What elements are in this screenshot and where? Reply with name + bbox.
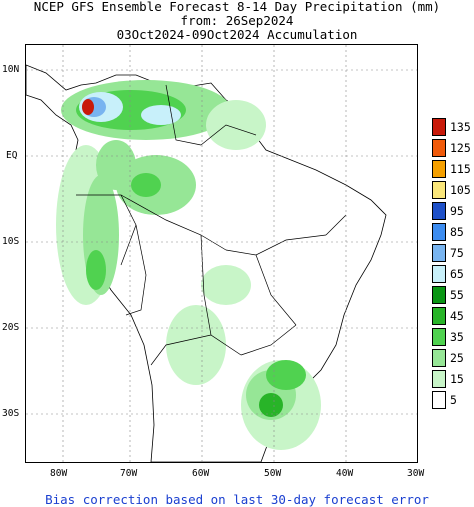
legend-swatch bbox=[432, 244, 446, 262]
legend-label: 15 bbox=[450, 372, 464, 386]
legend-swatch bbox=[432, 349, 446, 367]
legend-label: 65 bbox=[450, 267, 464, 281]
legend-label: 135 bbox=[450, 120, 471, 134]
legend-label: 115 bbox=[450, 162, 471, 176]
legend-swatch bbox=[432, 370, 446, 388]
legend-label: 55 bbox=[450, 288, 464, 302]
lon-label-70w: 70W bbox=[120, 468, 138, 479]
lat-label-30s: 30S bbox=[2, 408, 20, 419]
legend-label: 45 bbox=[450, 309, 464, 323]
lon-label-30w: 30W bbox=[407, 468, 425, 479]
lat-label-eq: EQ bbox=[6, 150, 18, 161]
lon-label-50w: 50W bbox=[264, 468, 282, 479]
title-line-3: 03Oct2024-09Oct2024 Accumulation bbox=[116, 27, 358, 42]
lat-label-10n: 10N bbox=[2, 64, 20, 75]
legend-label: 5 bbox=[450, 393, 457, 407]
precip-shading bbox=[56, 80, 321, 450]
lon-label-40w: 40W bbox=[336, 468, 354, 479]
legend-swatch bbox=[432, 286, 446, 304]
legend-swatch bbox=[432, 328, 446, 346]
legend-label: 105 bbox=[450, 183, 471, 197]
map-gridlines bbox=[26, 45, 417, 462]
lon-label-60w: 60W bbox=[192, 468, 210, 479]
lat-label-20s: 20S bbox=[2, 322, 20, 333]
legend-swatch bbox=[432, 307, 446, 325]
lat-label-10s: 10S bbox=[2, 236, 20, 247]
lon-label-80w: 80W bbox=[50, 468, 68, 479]
legend-label: 75 bbox=[450, 246, 464, 260]
bias-correction-note: Bias correction based on last 30-day for… bbox=[45, 492, 429, 507]
title-line-1: NCEP GFS Ensemble Forecast 8-14 Day Prec… bbox=[33, 0, 441, 14]
legend-label: 25 bbox=[450, 351, 464, 365]
legend-label: 85 bbox=[450, 225, 464, 239]
legend-swatch bbox=[432, 202, 446, 220]
legend-swatch bbox=[432, 160, 446, 178]
legend-swatch bbox=[432, 391, 446, 409]
legend-label: 95 bbox=[450, 204, 464, 218]
map-canvas bbox=[26, 45, 417, 462]
legend-swatch bbox=[432, 265, 446, 283]
legend-swatch bbox=[432, 181, 446, 199]
legend-swatch bbox=[432, 118, 446, 136]
legend-swatch bbox=[432, 223, 446, 241]
legend-label: 35 bbox=[450, 330, 464, 344]
title-line-2: from: 26Sep2024 bbox=[180, 13, 294, 28]
legend-swatch bbox=[432, 139, 446, 157]
political-borders bbox=[76, 84, 347, 366]
legend-label: 125 bbox=[450, 141, 471, 155]
precipitation-map bbox=[25, 44, 418, 463]
